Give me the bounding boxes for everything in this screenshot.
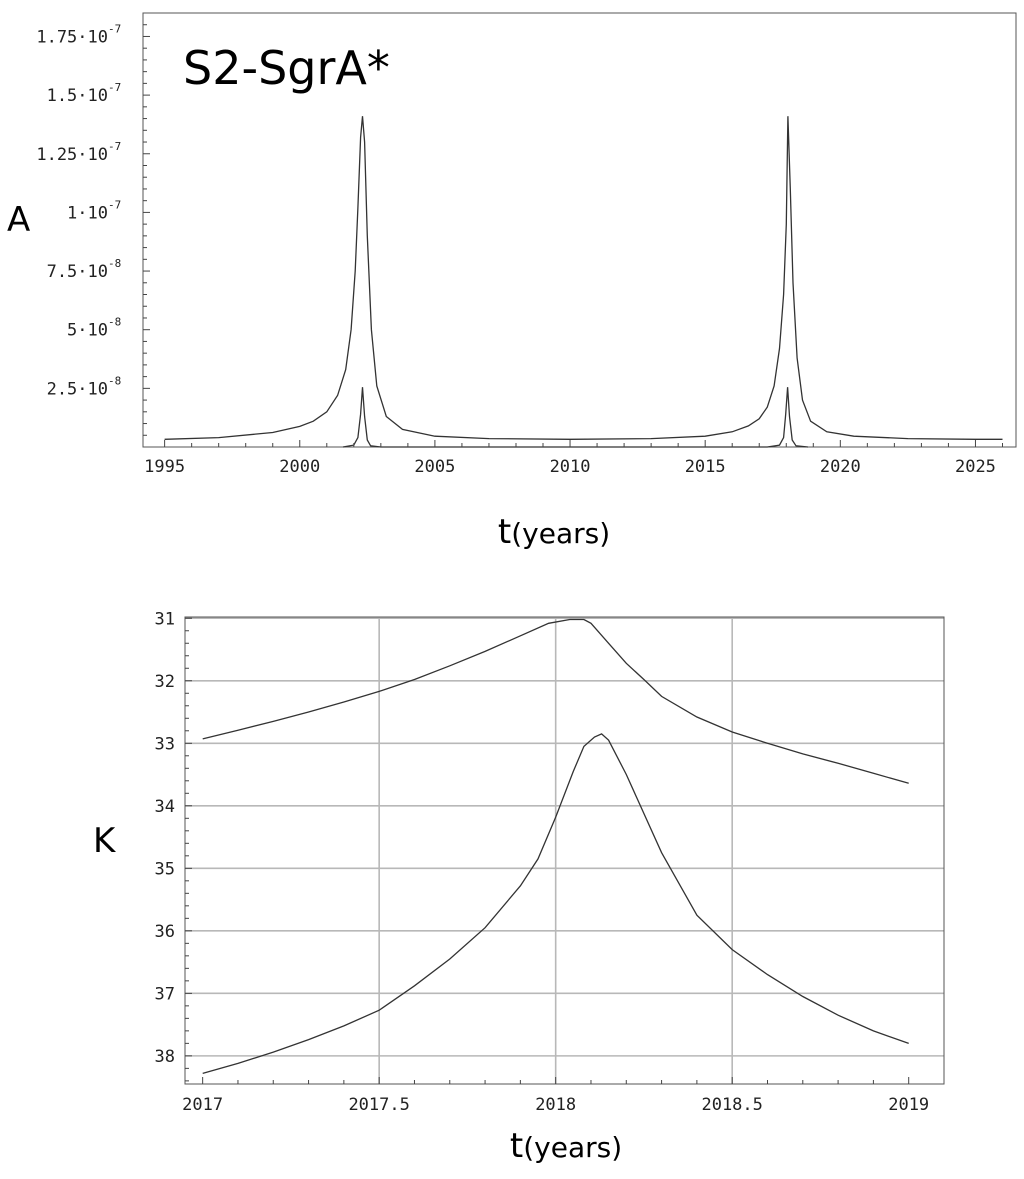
x-tick-label: 2005	[414, 457, 455, 477]
y-tick-label: 1.5·10	[47, 86, 108, 106]
y-tick-label: 32	[155, 672, 175, 692]
x-tick-label: 2017.5	[348, 1095, 409, 1115]
y-tick-exponent: -7	[108, 81, 121, 94]
y-axis-label-top: A	[7, 200, 30, 240]
x-tick-label: 2017	[182, 1095, 223, 1115]
y-tick-label: 35	[155, 859, 175, 879]
y-tick-label: 1·10	[67, 203, 108, 223]
y-tick-label: 38	[155, 1047, 175, 1067]
chart-title: S2-SgrA*	[183, 41, 390, 95]
chart-magnitude: 2017 2017.5 2018 2018.5 2019 31 32 33 34 35 36 37 3…	[93, 609, 945, 1166]
x-tick-label: 1995	[144, 457, 185, 477]
x-tick-label: 2019	[888, 1095, 929, 1115]
y-tick-label: 1.75·10	[36, 27, 108, 47]
x-axis-label-bottom: t(years)	[510, 1126, 622, 1166]
x-tick-label: 2018	[535, 1095, 576, 1115]
y-tick-label: 33	[155, 734, 175, 754]
x-axis-label-var-top: t	[498, 512, 511, 552]
x-tick-label: 2020	[820, 457, 861, 477]
y-axis-label-bottom: K	[93, 821, 117, 861]
y-tick-exponent: -7	[108, 22, 121, 35]
y-tick-label: 37	[155, 984, 175, 1004]
y-tick-label: 7.5·10	[47, 262, 108, 282]
y-tick-label: 36	[155, 922, 175, 942]
x-tick-label: 2025	[955, 457, 996, 477]
x-tick-label: 2015	[685, 457, 726, 477]
series-line-1	[202, 733, 909, 1075]
x-axis-label-var-bottom: t	[510, 1126, 523, 1166]
y-tick-label: 34	[155, 797, 175, 817]
y-tick-label: 2.5·10	[47, 379, 108, 399]
x-tick-label: 2010	[550, 457, 591, 477]
y-tick-label: 31	[155, 609, 175, 629]
y-tick-exponent: -8	[108, 316, 121, 329]
y-tick-exponent: -8	[108, 257, 121, 270]
x-axis-label-unit-top: (years)	[511, 517, 610, 550]
x-axis-label-top: t(years)	[498, 512, 610, 552]
series-line-0	[164, 116, 1003, 440]
y-tick-exponent: -7	[108, 140, 121, 153]
x-tick-label: 2018.5	[701, 1095, 762, 1115]
series-line-0	[202, 618, 909, 784]
x-tick-label: 2000	[279, 457, 320, 477]
series-line-1	[342, 387, 808, 448]
plot-frame-bottom	[184, 616, 945, 1085]
y-tick-label: 5·10	[67, 321, 108, 341]
y-tick-label: 1.25·10	[36, 145, 108, 165]
y-tick-exponent: -7	[108, 198, 121, 211]
y-tick-exponent: -8	[108, 374, 121, 387]
x-axis-label-unit-bottom: (years)	[523, 1131, 622, 1164]
chart-amplitude: 1995 2000 2005 2010 2015 2020 2025 2.5·10 -85·1…	[7, 12, 1017, 552]
